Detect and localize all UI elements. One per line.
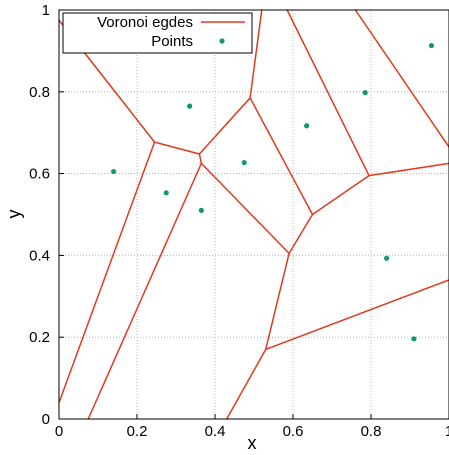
plot-frame [58,9,449,420]
data-point [198,207,204,214]
x-tick-label: 1 [445,423,449,440]
x-tick-label: 0.4 [205,423,226,440]
voronoi-edge [58,141,156,404]
y-tick-label: 0.8 [29,84,50,101]
x-axis-label: x [248,433,257,453]
legend: Voronoi egdes Points [62,12,253,54]
voronoi-edge [368,162,449,177]
y-tick-label: 0.2 [29,329,50,346]
voronoi-edge [225,348,267,420]
data-point [111,168,117,175]
y-tick-label: 0.6 [29,166,50,183]
voronoi-edge [264,279,449,351]
data-point [384,255,390,261]
y-tick-label: 0 [42,411,50,428]
voronoi-edge [249,97,314,216]
data-point [187,103,193,109]
voronoi-edge [87,162,203,420]
y-tick-label: 0.4 [29,247,50,264]
y-axis-ticks: 0 0.2 0.4 0.6 0.8 1 [29,2,64,428]
legend-box [62,12,253,54]
x-axis-ticks: 0 0.2 0.4 0.6 0.8 1 [55,414,449,440]
voronoi-edge [249,9,263,99]
x-tick-label: 0.6 [283,423,304,440]
voronoi-edge [153,141,201,155]
data-point [362,90,368,96]
voronoi-edge [354,9,449,148]
data-point [163,190,169,196]
voronoi-edge [200,162,290,255]
y-tick-label: 1 [42,2,50,19]
x-tick-label: 0 [55,423,63,440]
voronoi-points [111,42,435,342]
voronoi-edge [198,97,251,155]
data-point [411,336,417,342]
voronoi-edge [198,153,203,165]
data-point [428,42,435,49]
x-tick-label: 0.2 [127,423,148,440]
voronoi-edge [288,213,314,255]
voronoi-edges [58,9,449,420]
x-tick-label: 0.8 [361,423,382,440]
legend-swatch-points [219,38,225,44]
voronoi-edge [264,252,290,351]
legend-label-points: Points [151,33,193,50]
legend-label-edges: Voronoi egdes [97,14,193,31]
voronoi-edge [311,174,370,216]
y-axis-label: y [4,210,24,219]
data-point [304,123,310,129]
voronoi-edge [286,9,370,177]
data-point [241,159,247,166]
